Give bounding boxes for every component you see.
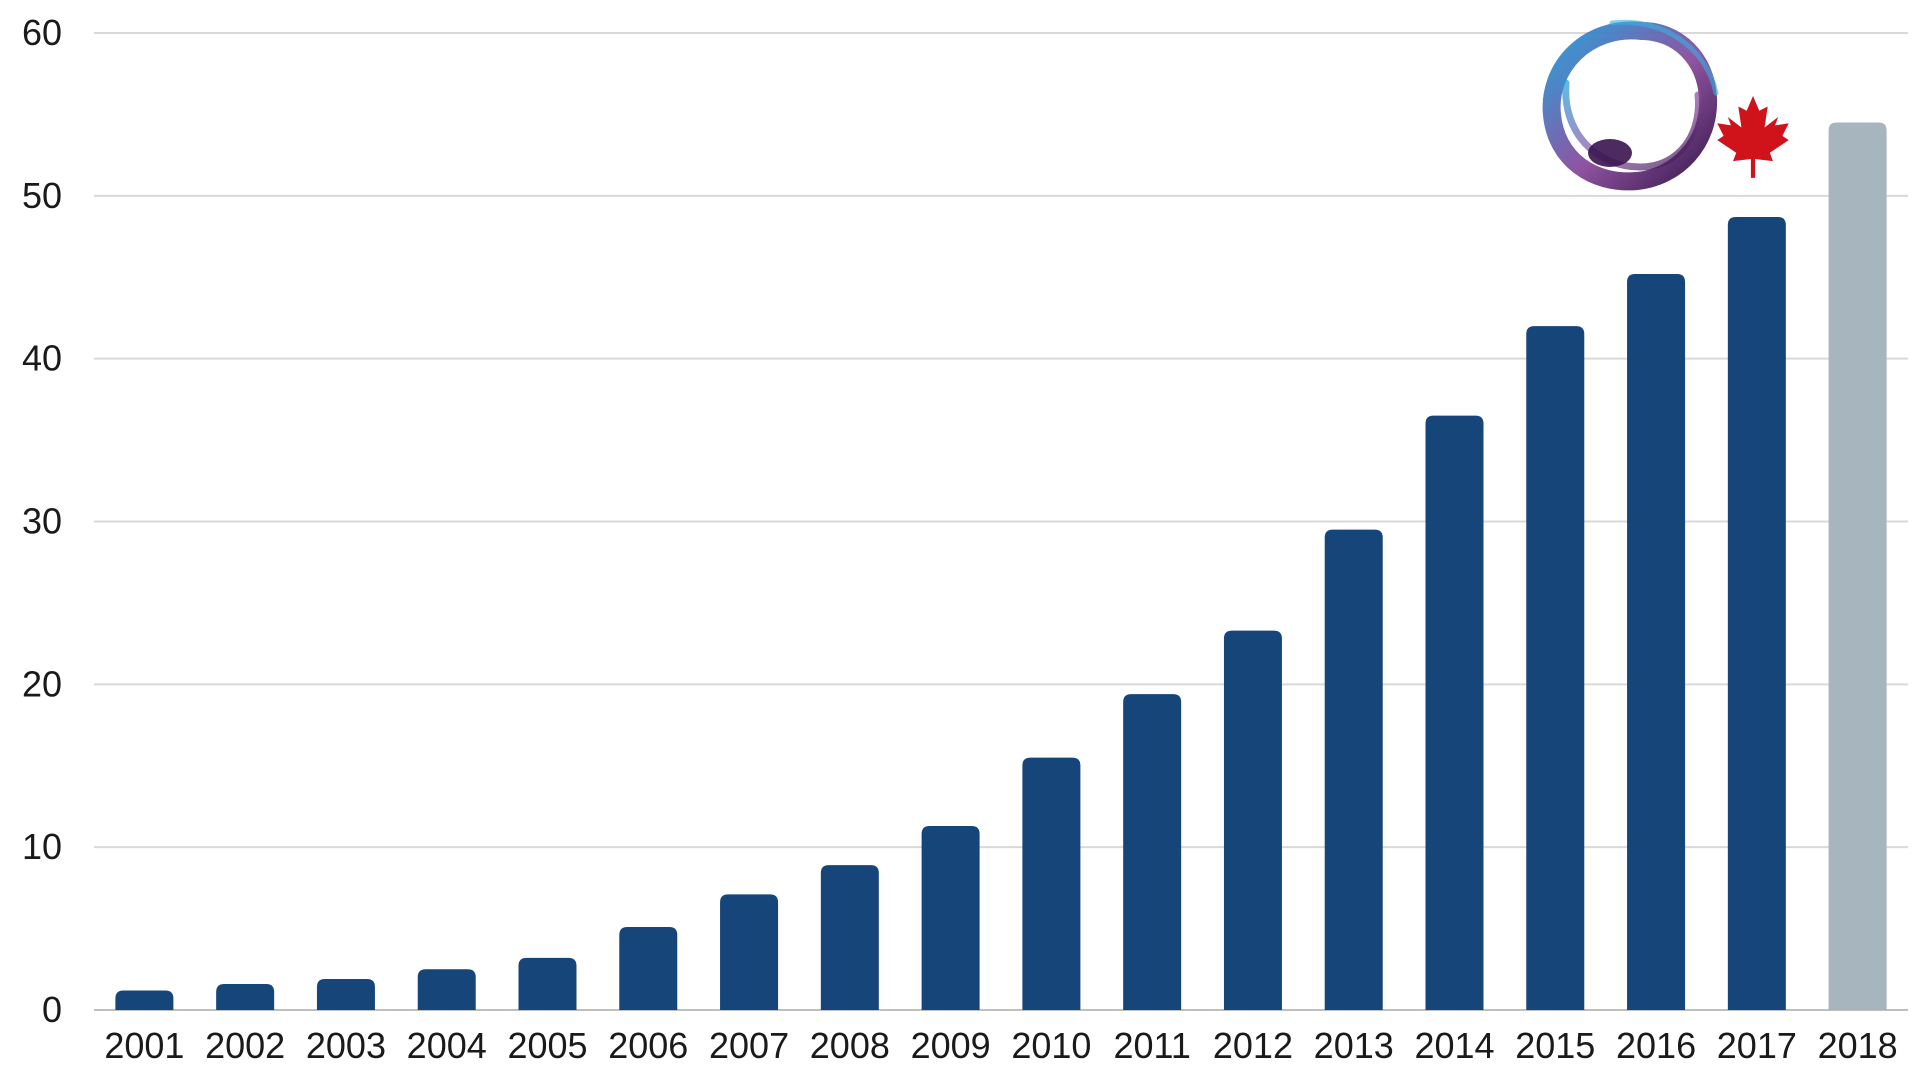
y-tick-label: 40 bbox=[22, 338, 62, 379]
x-tick-label: 2002 bbox=[205, 1025, 285, 1066]
y-tick-label: 0 bbox=[42, 989, 62, 1030]
x-tick-label: 2001 bbox=[104, 1025, 184, 1066]
y-axis-ticks: 0 10 20 30 40 50 60 bbox=[22, 12, 62, 1030]
bar-2004 bbox=[417, 969, 476, 1010]
bar-2015 bbox=[1526, 326, 1585, 1011]
y-tick-label: 50 bbox=[22, 175, 62, 216]
bar-2013 bbox=[1324, 529, 1383, 1010]
x-tick-label: 2015 bbox=[1515, 1025, 1595, 1066]
x-tick-label: 2007 bbox=[709, 1025, 789, 1066]
y-tick-label: 30 bbox=[22, 501, 62, 542]
bar-2008 bbox=[820, 865, 879, 1010]
bars bbox=[115, 122, 1887, 1011]
bar-2001 bbox=[115, 990, 174, 1010]
x-tick-label: 2006 bbox=[608, 1025, 688, 1066]
gridlines bbox=[94, 32, 1908, 1011]
bar-2014 bbox=[1425, 415, 1484, 1010]
x-tick-label: 2013 bbox=[1314, 1025, 1394, 1066]
bar-2009 bbox=[921, 825, 980, 1010]
x-tick-label: 2009 bbox=[911, 1025, 991, 1066]
x-tick-label: 2003 bbox=[306, 1025, 386, 1066]
x-tick-label: 2005 bbox=[507, 1025, 587, 1066]
x-tick-label: 2012 bbox=[1213, 1025, 1293, 1066]
bar-2005 bbox=[518, 957, 577, 1010]
x-tick-label: 2018 bbox=[1818, 1025, 1898, 1066]
x-tick-label: 2011 bbox=[1113, 1025, 1190, 1066]
bar-2018 bbox=[1828, 122, 1887, 1010]
x-axis-ticks: 2001 2002 2003 2004 2005 2006 2007 2008 2009 2010… bbox=[104, 1025, 1897, 1066]
x-tick-label: 2004 bbox=[407, 1025, 487, 1066]
y-tick-label: 60 bbox=[22, 12, 62, 53]
bar-2011 bbox=[1123, 694, 1182, 1010]
bar-2002 bbox=[216, 983, 275, 1010]
bar-2012 bbox=[1223, 630, 1282, 1010]
bar-2010 bbox=[1022, 757, 1081, 1010]
y-tick-label: 10 bbox=[22, 826, 62, 867]
bar-2007 bbox=[720, 894, 779, 1010]
maple-leaf-icon bbox=[1717, 96, 1789, 178]
x-tick-label: 2010 bbox=[1011, 1025, 1091, 1066]
enso-brush-circle-icon bbox=[1542, 19, 1719, 191]
bar-2016 bbox=[1627, 273, 1686, 1010]
y-tick-label: 20 bbox=[22, 663, 62, 704]
bar-2003 bbox=[316, 979, 375, 1010]
x-tick-label: 2016 bbox=[1616, 1025, 1696, 1066]
bar-2017 bbox=[1727, 217, 1786, 1011]
bar-2006 bbox=[619, 926, 678, 1010]
x-tick-label: 2014 bbox=[1414, 1025, 1494, 1066]
x-tick-label: 2017 bbox=[1717, 1025, 1797, 1066]
x-tick-label: 2008 bbox=[810, 1025, 890, 1066]
